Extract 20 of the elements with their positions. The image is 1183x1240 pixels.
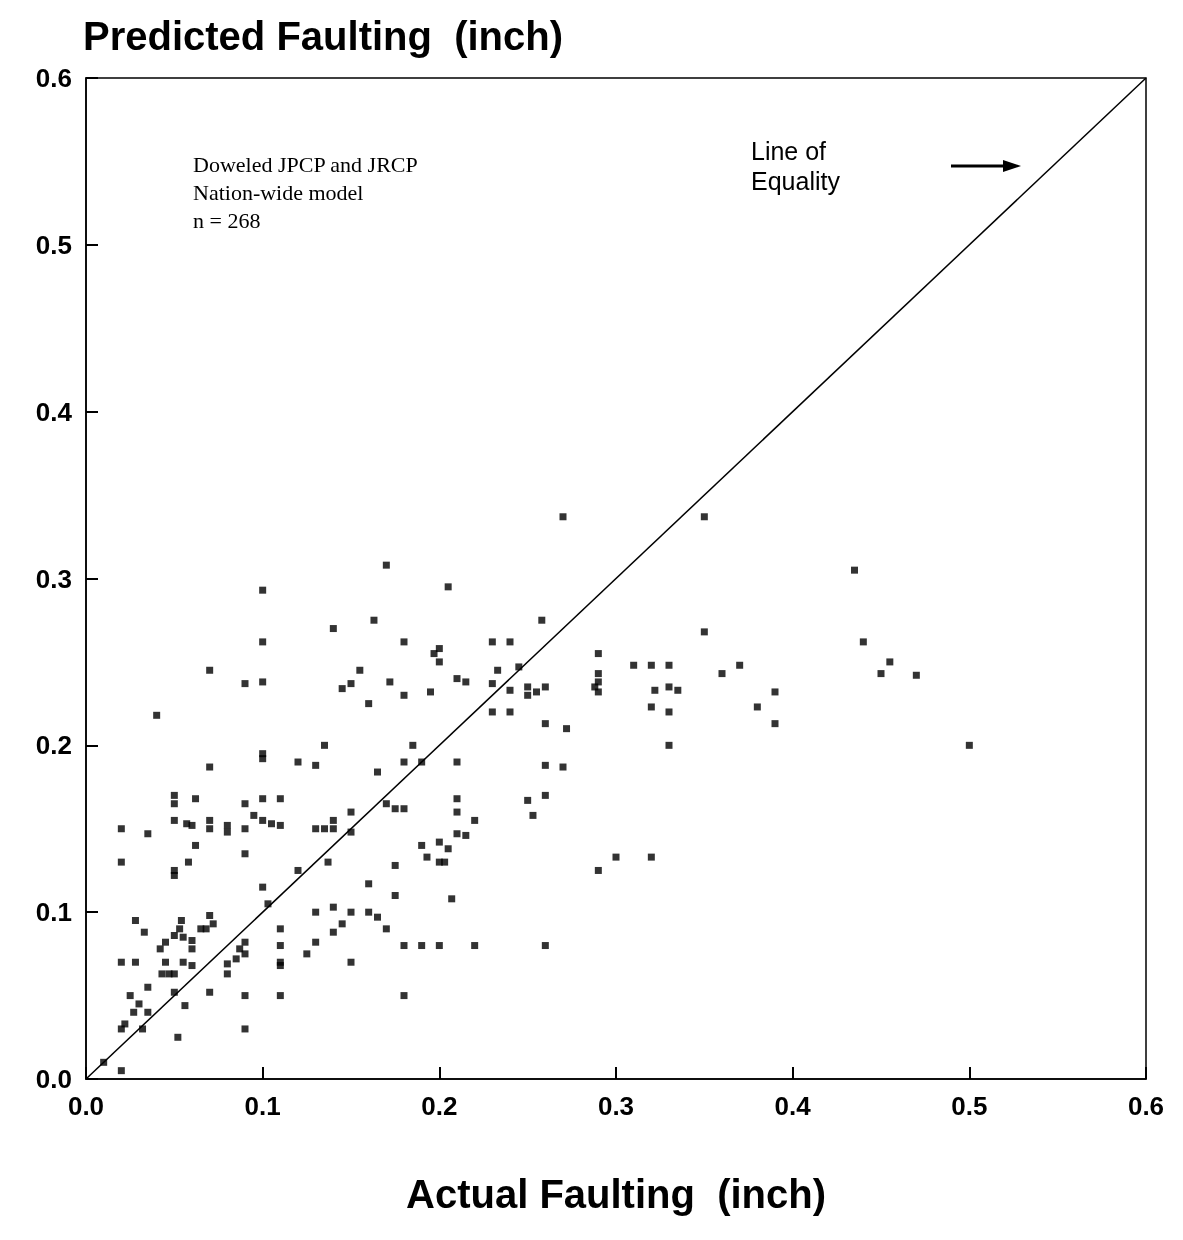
y-tick-label: 0.2 xyxy=(35,730,72,761)
annotation: Nation-wide model xyxy=(193,179,364,205)
x-tick-label: 0.2 xyxy=(421,1091,458,1121)
text: Line of Equality xyxy=(751,137,841,195)
x-tick-label: 0.0 xyxy=(67,1091,105,1121)
y-tick-label: 0.6 xyxy=(35,63,72,93)
y-tick-label: 0.0 xyxy=(35,1064,72,1094)
annotation: n = 268 xyxy=(193,207,261,233)
y-axis-title: Predicted Faulting (inch) xyxy=(83,14,564,58)
y-tick-label: 0.3 xyxy=(35,563,72,594)
x-tick-label: 0.6 xyxy=(1127,1091,1165,1121)
x-tick-label: 0.5 xyxy=(951,1091,988,1121)
annotation: Doweled JPCP and JRCP xyxy=(193,151,418,177)
x-tick-label: 0.1 xyxy=(244,1091,281,1121)
y-tick-label: 0.5 xyxy=(35,229,72,260)
y-tick-label: 0.1 xyxy=(35,897,72,928)
x-tick-label: 0.4 xyxy=(774,1091,812,1121)
x-tick-label: 0.3 xyxy=(597,1091,635,1121)
y-tick-label: 0.4 xyxy=(35,396,73,427)
x-axis-title: Actual Faulting (inch) xyxy=(406,1172,826,1216)
